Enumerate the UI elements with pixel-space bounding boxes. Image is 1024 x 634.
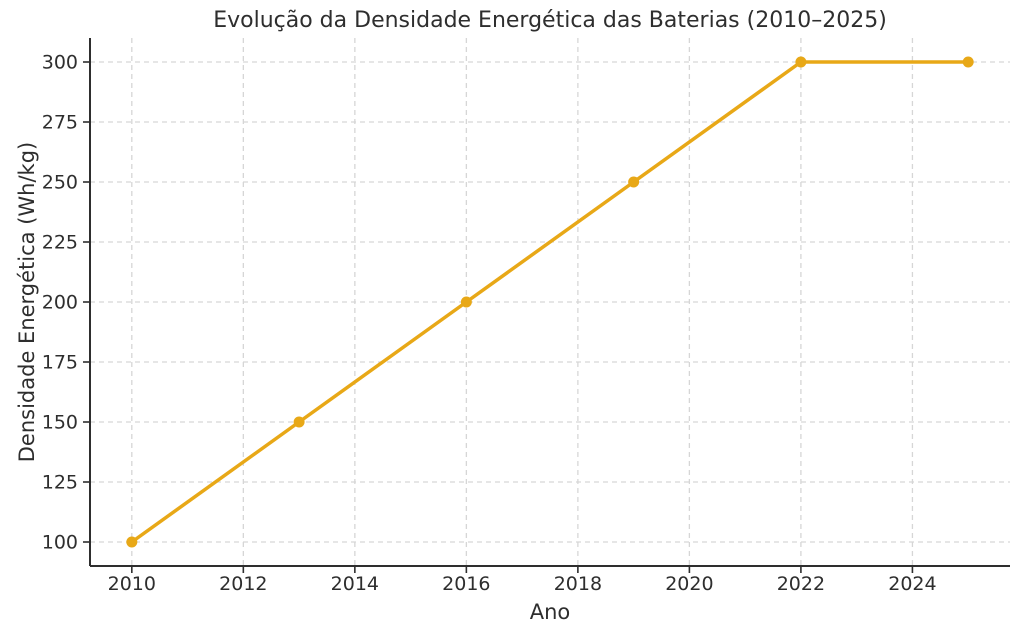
y-tick-label: 200 — [42, 292, 78, 314]
y-tick-label: 100 — [42, 532, 78, 554]
data-point — [795, 56, 807, 68]
x-axis-label: Ano — [529, 600, 571, 624]
x-tick-label: 2012 — [219, 573, 267, 595]
chart-title: Evolução da Densidade Energética das Bat… — [213, 8, 887, 33]
data-point — [962, 56, 974, 68]
x-tick-label: 2010 — [108, 573, 156, 595]
x-tick-label: 2018 — [554, 573, 602, 595]
data-point — [460, 296, 472, 308]
data-line — [130, 60, 970, 544]
y-tick-label: 225 — [42, 232, 78, 254]
x-tick-label: 2020 — [665, 573, 713, 595]
x-tick-label: 2024 — [888, 573, 936, 595]
x-tick-label: 2014 — [331, 573, 379, 595]
y-tick-label: 275 — [42, 112, 78, 134]
x-tick-label: 2016 — [442, 573, 490, 595]
y-tick-label: 250 — [42, 172, 78, 194]
data-point — [628, 176, 640, 188]
data-point — [126, 536, 138, 548]
y-tick-label: 125 — [42, 472, 78, 494]
y-tick-label: 150 — [42, 412, 78, 434]
x-tick-label: 2022 — [777, 573, 825, 595]
y-tick-label: 300 — [42, 52, 78, 74]
y-tick-label: 175 — [42, 352, 78, 374]
data-point — [293, 416, 305, 428]
